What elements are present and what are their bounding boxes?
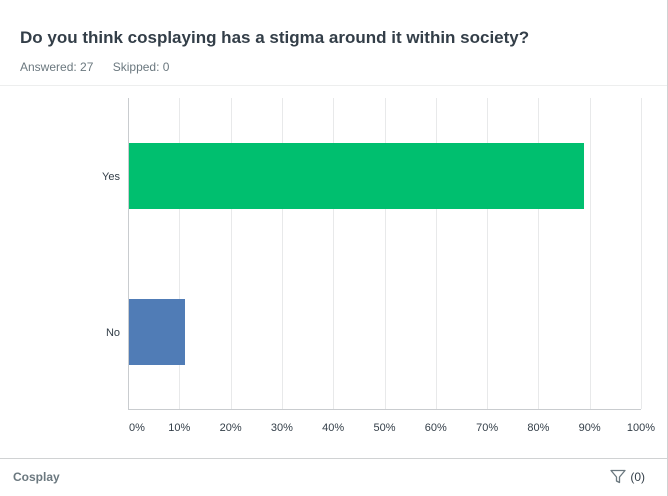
- x-tick-label: 10%: [168, 422, 190, 434]
- x-tick-label: 40%: [322, 422, 344, 434]
- skipped-count: Skipped: 0: [112, 60, 170, 74]
- bar-chart: 0% 10% 20% 30% 40% 50% 60% 70% 80% 90% 100% Yes No: [102, 98, 655, 434]
- x-tick-label: 80%: [527, 422, 549, 434]
- x-tick-label: 90%: [579, 422, 601, 434]
- x-tick-label: 20%: [220, 422, 242, 434]
- footer-divider: [0, 458, 667, 459]
- answered-count: Answered: 27: [20, 60, 94, 74]
- header-divider: [0, 85, 667, 86]
- response-stats: Answered: 27 Skipped: 0: [20, 60, 185, 74]
- question-title: Do you think cosplaying has a stigma aro…: [20, 28, 530, 47]
- x-tick-label: 30%: [271, 422, 293, 434]
- footer-label: Cosplay: [13, 470, 60, 484]
- category-label: No: [106, 327, 120, 339]
- filter-count: (0): [630, 469, 645, 484]
- x-tick-label: 50%: [373, 422, 395, 434]
- x-tick-label: 70%: [476, 422, 498, 434]
- category-label: Yes: [102, 171, 120, 183]
- bar-yes: [129, 143, 585, 209]
- bar-no: [129, 299, 185, 365]
- x-tick-label: 60%: [425, 422, 447, 434]
- x-tick-label: 100%: [627, 422, 655, 434]
- x-tick-label: 0%: [129, 422, 145, 434]
- filter-icon: [610, 469, 626, 484]
- filter-button[interactable]: (0): [610, 469, 645, 484]
